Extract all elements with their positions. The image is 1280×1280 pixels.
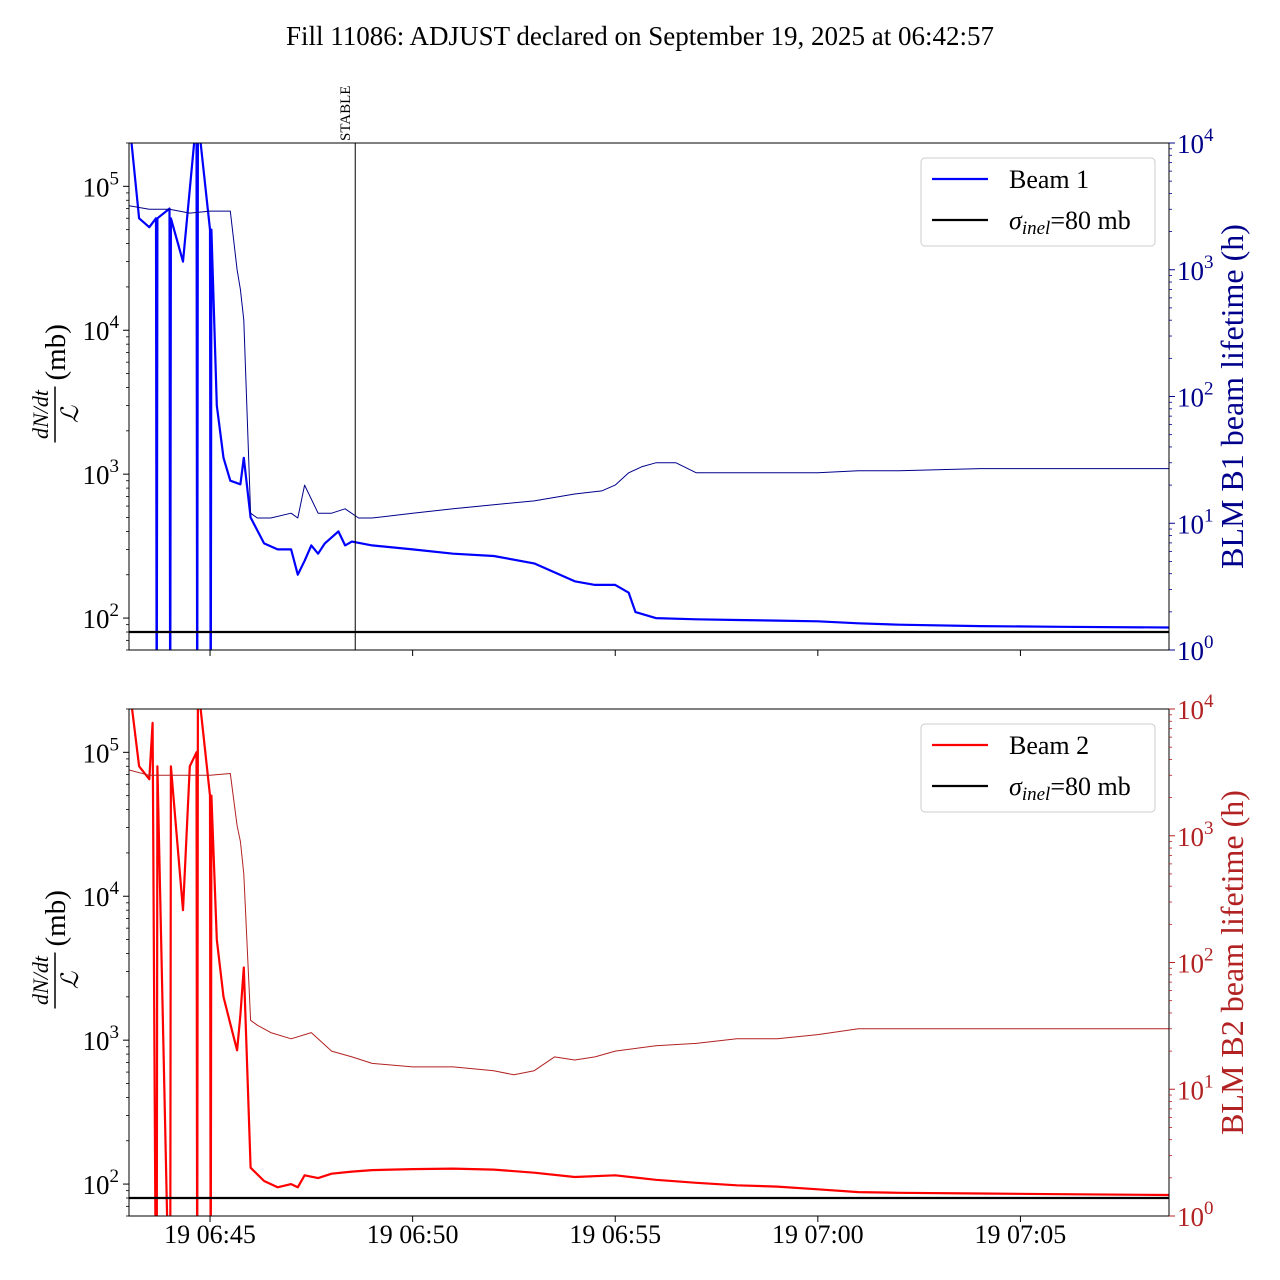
y-axis-label-denominator: ℒ [58,971,84,989]
x-tick-label: 19 07:05 [975,1220,1067,1249]
series-line-lifetime [129,769,1169,1076]
series-line-lifetime [129,205,1169,519]
y-tick-label: 103 [83,1022,120,1056]
y-axis-label-numerator: dN/dt [28,955,53,1005]
x-tick-label: 19 06:55 [569,1220,661,1249]
y2-axis-label: BLM B2 beam lifetime (h) [1214,790,1250,1135]
y-axis-label-denominator: ℒ [58,405,84,423]
panel-top: STABLE 102 103 104 105 100 101 102 103 104 dN/dt ℒ (… [28,86,1250,666]
legend-label: σinel=80 mb [1009,206,1131,239]
y2-tick-label: 101 [1177,505,1214,539]
y-axis-label: dN/dt ℒ (mb) [28,324,84,443]
y-axis-label-unit: (mb) [40,890,72,946]
y-tick-label: 104 [83,312,120,346]
y-tick-label: 102 [83,1166,120,1200]
y2-tick-label: 104 [1177,691,1214,725]
series-line-beam [130,143,1169,650]
legend-label: σinel=80 mb [1009,772,1131,805]
y2-tick-label: 102 [1177,945,1214,979]
legend-label: Beam 1 [1009,165,1089,194]
y2-tick-label: 104 [1177,125,1214,159]
y-tick-label: 103 [83,456,120,490]
panel-bottom: 19 06:45 19 06:50 19 06:55 19 07:00 19 07:05… [28,691,1250,1249]
x-tick-label: 19 06:50 [367,1220,459,1249]
y-tick-label: 105 [83,734,120,768]
legend-label: Beam 2 [1009,731,1089,760]
y-tick-label: 102 [83,600,120,634]
y2-tick-label: 103 [1177,818,1214,852]
y-axis-label: dN/dt ℒ (mb) [28,890,84,1009]
y-tick-label: 104 [83,878,120,912]
stable-marker-label: STABLE [338,86,354,141]
y-axis-label-numerator: dN/dt [28,389,53,439]
x-tick-label: 19 07:00 [772,1220,864,1249]
series-line-beam [130,709,1169,1216]
y-axis-label-unit: (mb) [40,324,72,380]
y2-tick-label: 102 [1177,379,1214,413]
y2-tick-label: 103 [1177,252,1214,286]
y2-tick-label: 101 [1177,1071,1214,1105]
x-tick-label: 19 06:45 [164,1220,256,1249]
y-tick-label: 105 [83,168,120,202]
y2-tick-label: 100 [1177,632,1214,666]
chart-title: Fill 11086: ADJUST declared on September… [286,21,994,51]
y2-axis-label: BLM B1 beam lifetime (h) [1214,224,1250,569]
y2-tick-label: 100 [1177,1198,1214,1232]
